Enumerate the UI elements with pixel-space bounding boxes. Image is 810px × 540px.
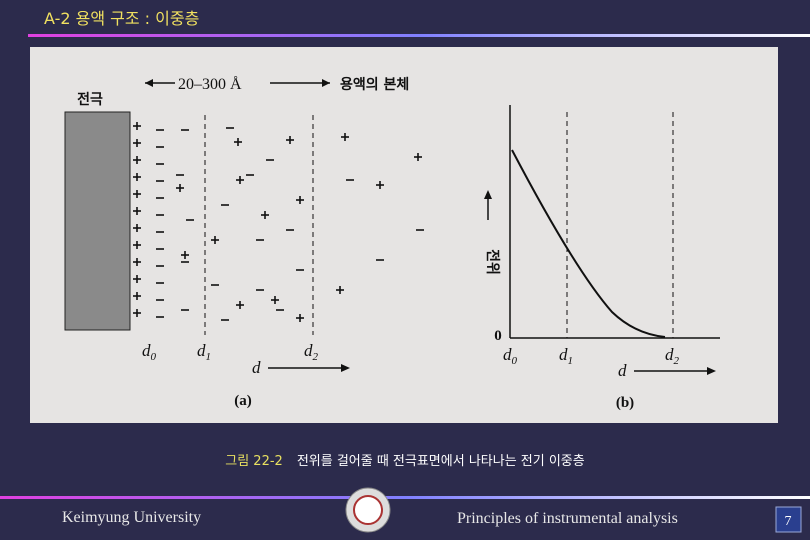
electrode xyxy=(64,111,131,331)
electrode-label: 전극 xyxy=(77,91,103,108)
d1-label: d1 xyxy=(197,341,211,363)
figure: 전극 20–300 Å 용액의 본체 d0 d1 d2 d (a) 전위 0 d… xyxy=(30,47,778,423)
potential-curve xyxy=(511,149,666,338)
caption-text: 전위를 걸어줄 때 전극표면에서 나타나는 전기 이중층 xyxy=(297,454,585,469)
d2-label: d2 xyxy=(665,345,680,367)
distance-label: 20–300 Å xyxy=(178,75,242,93)
arrowhead xyxy=(707,367,716,375)
axis-label: d xyxy=(252,358,261,377)
d1-label: d1 xyxy=(559,345,573,367)
caption: 그림 22-2 전위를 걸어줄 때 전극표면에서 나타나는 전기 이중층 xyxy=(225,454,585,469)
footer-right: Principles of instrumental analysis xyxy=(457,510,678,527)
footer-rule xyxy=(0,496,810,499)
panel-label: (b) xyxy=(616,395,634,411)
page-box xyxy=(775,506,802,533)
page-number: 7 xyxy=(785,514,792,529)
panel-label: (a) xyxy=(234,393,252,409)
zero-label: 0 xyxy=(494,328,502,344)
d2-label: d2 xyxy=(304,341,319,363)
arrowhead xyxy=(322,79,330,87)
charges xyxy=(133,122,424,322)
axis-label: d xyxy=(618,361,627,380)
bulk-label: 용액의 본체 xyxy=(340,76,409,93)
slide-title: A-2 용액 구조 : 이중층 xyxy=(44,9,199,28)
caption-number: 그림 22-2 xyxy=(225,454,283,469)
title-rule xyxy=(28,34,810,37)
footer-left: Keimyung University xyxy=(62,509,201,526)
arrowhead xyxy=(484,190,492,199)
d0-label: d0 xyxy=(142,341,157,363)
potential-label: 전위 xyxy=(484,249,501,275)
arrowhead xyxy=(145,79,153,87)
figure-background xyxy=(30,47,778,423)
university-emblem-inner xyxy=(353,495,383,525)
d0-label: d0 xyxy=(503,345,518,367)
arrowhead xyxy=(341,364,350,372)
